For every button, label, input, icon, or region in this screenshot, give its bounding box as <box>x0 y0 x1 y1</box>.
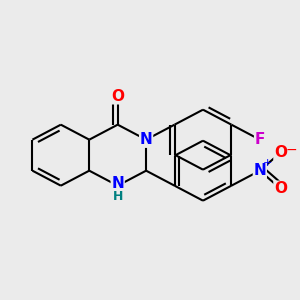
Text: F: F <box>255 132 265 147</box>
Text: O: O <box>274 145 287 160</box>
Text: N: N <box>111 176 124 191</box>
Text: N: N <box>140 132 152 147</box>
Text: O: O <box>274 181 287 196</box>
Text: O: O <box>111 89 124 104</box>
Text: H: H <box>112 190 123 203</box>
Text: +: + <box>262 158 272 168</box>
Text: N: N <box>254 163 266 178</box>
Text: −: − <box>285 143 297 157</box>
